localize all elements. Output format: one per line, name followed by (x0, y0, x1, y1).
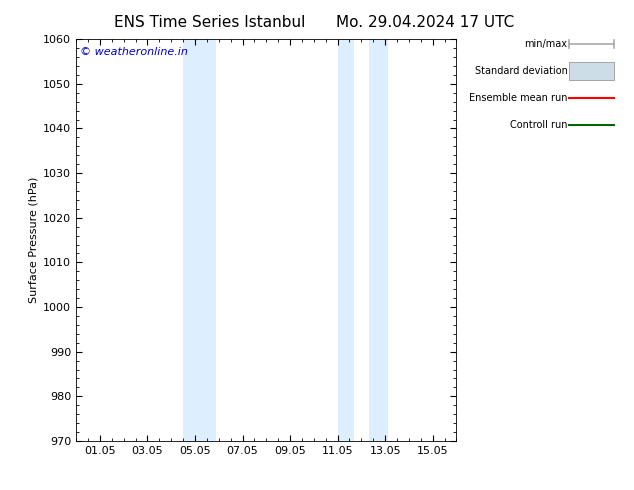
Text: Standard deviation: Standard deviation (475, 66, 567, 76)
Text: ENS Time Series Istanbul: ENS Time Series Istanbul (113, 15, 305, 30)
Bar (337, 39, 354, 441)
Text: Ensemble mean run: Ensemble mean run (469, 93, 567, 103)
Text: © weatheronline.in: © weatheronline.in (80, 47, 188, 57)
Bar (200, 39, 216, 441)
Text: min/max: min/max (524, 39, 567, 49)
Text: Mo. 29.04.2024 17 UTC: Mo. 29.04.2024 17 UTC (335, 15, 514, 30)
Bar (183, 39, 200, 441)
Y-axis label: Surface Pressure (hPa): Surface Pressure (hPa) (29, 177, 39, 303)
Bar (368, 39, 387, 441)
Text: Controll run: Controll run (510, 120, 567, 130)
